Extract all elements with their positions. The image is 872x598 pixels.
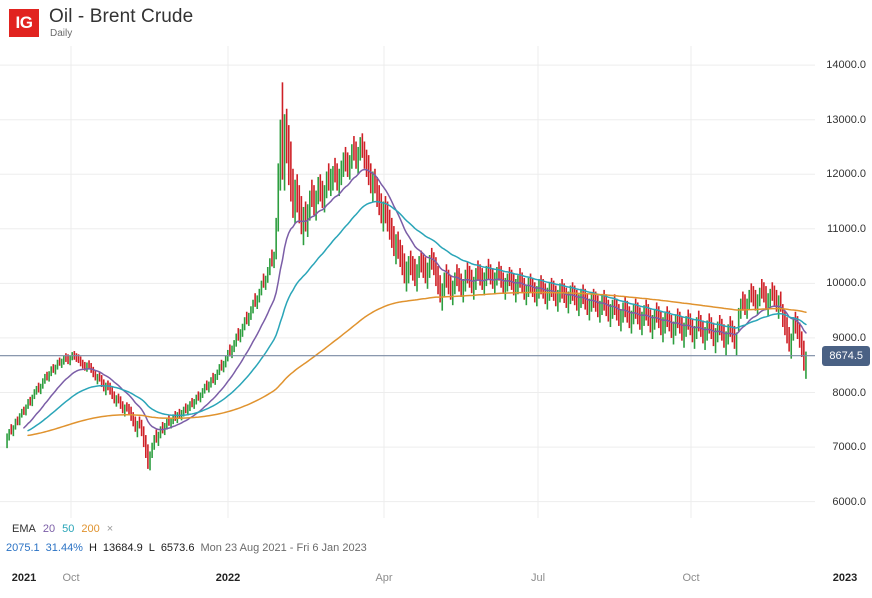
ema-period-20[interactable]: 20 (42, 523, 56, 535)
y-axis-tick-label: 11000.0 (827, 222, 866, 235)
x-axis-tick-label: 2021 (11, 572, 37, 584)
x-axis: 2021 Oct 2022 Apr Jul Oct 2023 (0, 562, 872, 598)
net-change-value: 2075.1 (6, 542, 40, 554)
ema-period-50[interactable]: 50 (62, 523, 75, 535)
ig-logo: IG (9, 9, 39, 37)
chart-header: IG Oil - Brent Crude Daily (0, 0, 872, 46)
y-axis: 14000.0 13000.0 12000.0 11000.0 10000.0 9000.… (815, 46, 872, 518)
date-range-label: Mon 23 Aug 2021 - Fri 6 Jan 2023 (200, 542, 367, 554)
close-icon[interactable]: × (106, 523, 114, 535)
y-axis-tick-label: 7000.0 (832, 441, 866, 454)
page-title: Oil - Brent Crude (49, 6, 194, 27)
y-axis-tick-label: 14000.0 (826, 59, 866, 72)
current-price-badge: 8674.5 (822, 345, 870, 366)
indicator-legend: EMA 20 50 200 × 2075.1 31.44% H 13684.9 L 6573.6 M… (0, 518, 815, 562)
percent-change-value: 31.44% (45, 542, 83, 554)
low-value: 6573.6 (160, 542, 195, 554)
candlestick-plot (0, 46, 815, 518)
y-axis-tick-label: 8000.0 (832, 386, 866, 399)
low-label: L (148, 542, 155, 554)
stats-row: 2075.1 31.44% H 13684.9 L 6573.6 Mon 23 Aug 20… (6, 542, 373, 554)
high-value: 13684.9 (102, 542, 143, 554)
high-label: H (88, 542, 97, 554)
x-axis-tick-label: 2022 (215, 572, 241, 584)
ema-label: EMA (12, 523, 36, 535)
x-axis-tick-label: 2023 (832, 572, 858, 584)
ema-legend-row: EMA 20 50 200 × (12, 523, 120, 535)
x-axis-tick-label: Apr (375, 572, 393, 584)
x-axis-tick-label: Jul (530, 572, 546, 584)
chart-container: 14000.0 13000.0 12000.0 11000.0 10000.0 9000.… (0, 46, 872, 598)
x-axis-tick-label: Oct (62, 572, 80, 584)
y-axis-tick-label: 9000.0 (832, 331, 866, 344)
y-axis-tick-label: 6000.0 (832, 495, 866, 508)
y-axis-tick-label: 10000.0 (826, 277, 866, 290)
y-axis-tick-label: 12000.0 (826, 168, 866, 181)
x-axis-tick-label: Oct (682, 572, 700, 584)
plot-area[interactable] (0, 46, 815, 518)
ema-period-200[interactable]: 200 (81, 523, 100, 535)
timeframe-label: Daily (50, 28, 73, 39)
y-axis-tick-label: 13000.0 (826, 113, 866, 126)
